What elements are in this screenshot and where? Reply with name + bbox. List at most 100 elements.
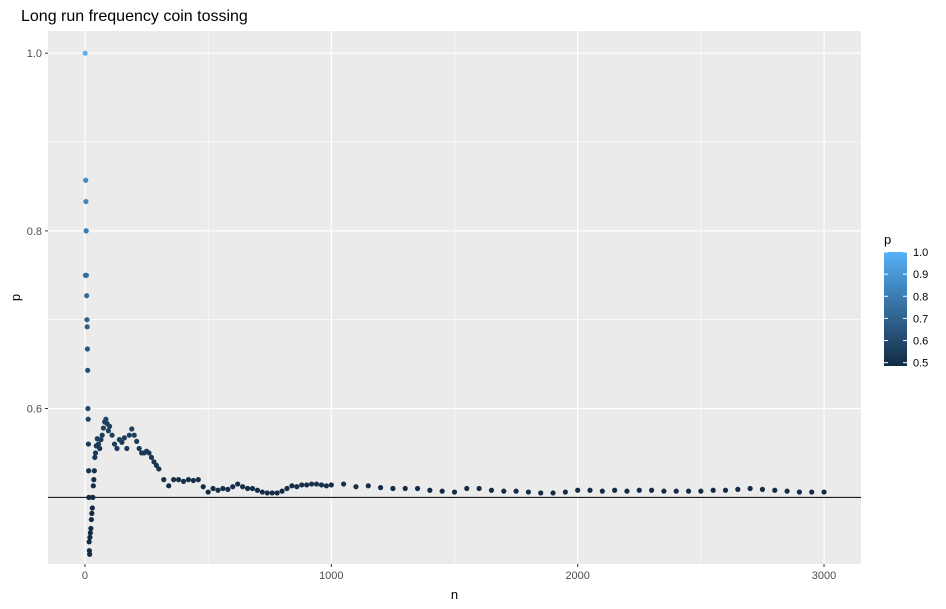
legend-ticks: 0.5 0.6 0.7 0.8 0.9 1.0 [884,247,928,370]
data-point [85,441,92,447]
legend-label: 1.0 [913,247,928,259]
data-point [121,435,127,441]
data-point [90,494,96,500]
data-point [318,482,325,488]
data-point [513,488,519,494]
data-point [111,441,118,447]
data-point [698,488,704,494]
data-point [86,468,92,474]
data-point [254,487,261,493]
data-point [86,494,92,500]
data-point [661,488,667,494]
legend-label: 0.7 [913,313,928,325]
data-point [161,477,167,483]
x-axis-ticks: 0 1000 2000 3000 [82,564,836,582]
data-point [119,439,125,445]
data-point [83,228,89,234]
data-point [244,485,251,492]
data-point [87,551,93,557]
data-point [240,484,246,490]
data-point [92,454,98,460]
data-point [171,477,177,483]
data-point [488,487,495,493]
data-point [341,481,347,487]
data-point [89,510,95,516]
x-axis-title: n [451,587,458,602]
data-point [464,485,470,492]
grid-major [48,31,861,564]
data-point [134,438,140,445]
data-point [249,485,256,492]
data-point [673,488,679,494]
chart-title: Long run frequency coin tossing [21,8,248,25]
data-point [264,490,270,496]
legend-label: 0.8 [913,291,928,303]
data-point [309,481,315,487]
data-point [95,441,102,447]
data-point [88,525,94,532]
data-point [313,481,320,487]
data-point [109,432,115,438]
data-point [103,416,109,422]
data-point [166,483,172,489]
data-point [106,423,113,429]
data-point [328,482,334,488]
data-point [402,485,408,492]
data-point [210,485,216,492]
data-point [220,485,226,492]
y-axis-ticks: 0.6 0.8 1.0 [27,48,48,416]
legend-label: 0.5 [913,358,928,370]
data-point [83,177,89,183]
data-point [124,445,130,452]
data-point [85,405,91,412]
data-point [230,484,236,490]
data-point [84,324,90,330]
data-point [636,487,642,493]
data-point [575,487,581,493]
data-point [289,483,295,489]
legend-label: 0.9 [913,269,928,281]
data-point [784,488,790,494]
data-point [304,482,310,488]
legend-label: 0.6 [913,336,928,348]
y-tick-label: 1.0 [27,48,42,60]
data-point [390,485,396,492]
data-point [89,505,95,511]
x-tick-label: 0 [82,570,88,582]
data-point [525,489,532,495]
data-point [82,50,88,56]
data-point [612,487,618,493]
data-point [87,534,93,540]
y-tick-label: 0.6 [27,404,42,416]
data-point [476,485,482,492]
x-tick-label: 2000 [565,570,589,582]
x-tick-label: 1000 [319,570,343,582]
data-point [279,488,285,494]
data-point [85,367,91,373]
data-point [190,477,196,484]
data-point [85,416,91,422]
data-point [274,490,280,496]
data-point [323,483,329,489]
data-point [100,425,107,431]
data-point [84,346,91,352]
data-point [710,487,716,493]
data-point [722,487,729,493]
data-point [550,490,556,496]
data-point [599,488,605,494]
data-point [200,484,206,490]
data-point [87,530,93,536]
data-point [88,516,94,523]
data-point [105,428,111,434]
data-point [284,485,290,492]
data-point [365,483,371,489]
data-point [195,477,201,483]
data-point [501,488,507,494]
data-point [86,539,92,545]
data-point [427,487,433,493]
data-point [624,488,630,494]
data-point [538,490,544,496]
data-point [83,198,89,205]
data-point [294,484,300,490]
